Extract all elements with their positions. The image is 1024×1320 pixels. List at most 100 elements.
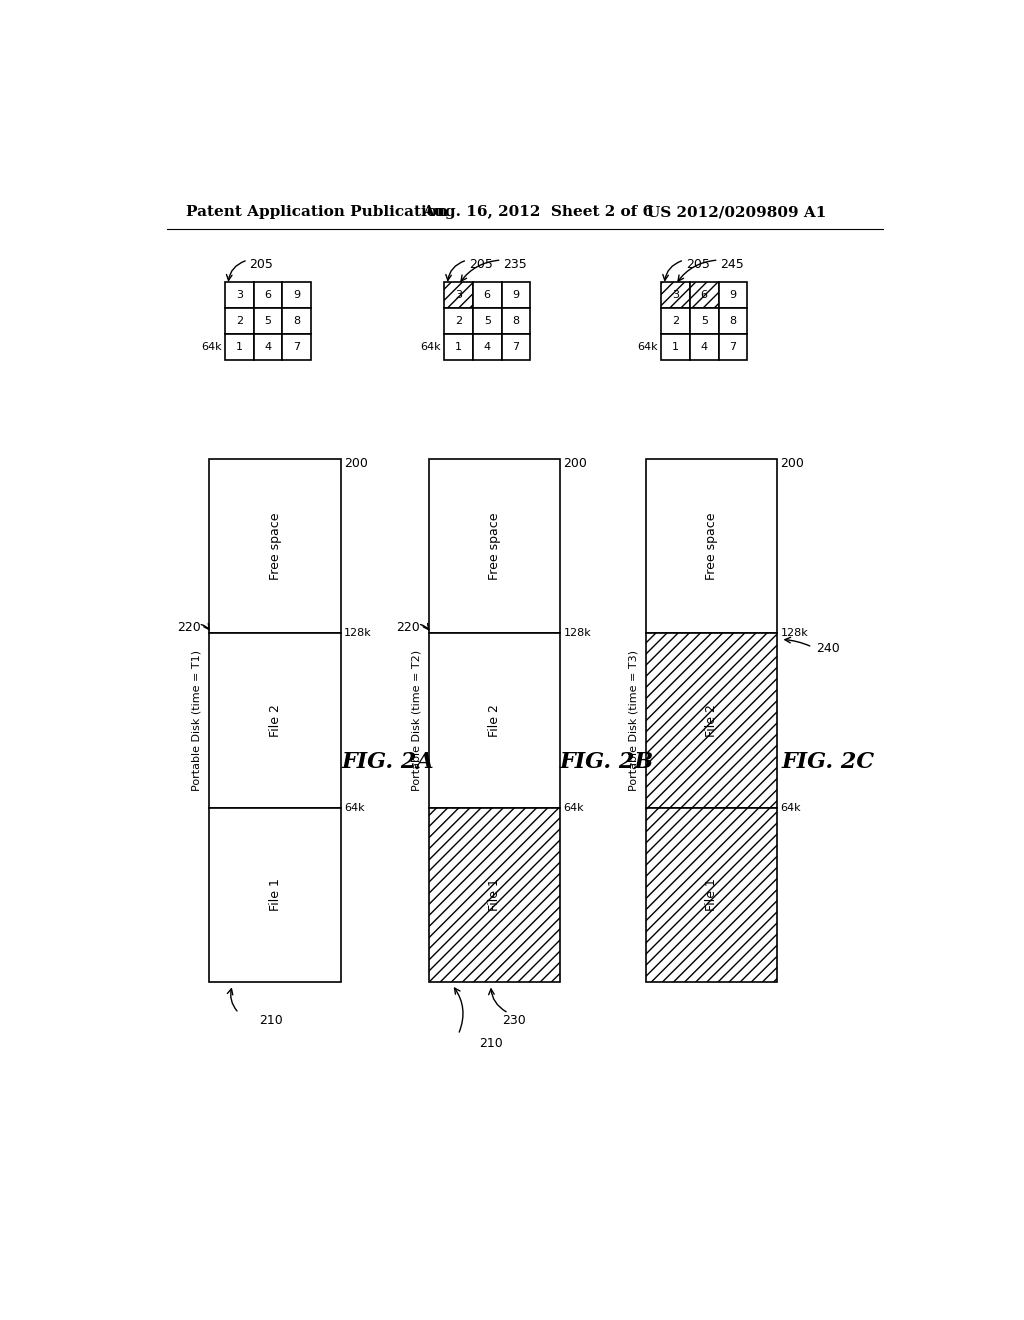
Bar	[502, 281, 530, 308]
Bar	[719, 281, 748, 308]
Bar	[254, 334, 283, 360]
Text: 2: 2	[236, 315, 243, 326]
Text: 200: 200	[563, 457, 588, 470]
Text: 200: 200	[344, 457, 368, 470]
Text: 240: 240	[816, 642, 840, 655]
Text: 3: 3	[236, 289, 243, 300]
Bar	[719, 334, 748, 360]
Bar	[646, 808, 777, 982]
Bar	[225, 281, 254, 308]
Bar	[209, 459, 341, 634]
Text: 64k: 64k	[421, 342, 441, 352]
Text: 5: 5	[700, 315, 708, 326]
Bar	[662, 308, 690, 334]
Bar	[690, 334, 719, 360]
Text: 7: 7	[512, 342, 519, 352]
Text: FIG. 2A: FIG. 2A	[341, 751, 434, 774]
Text: File 2: File 2	[488, 704, 501, 737]
Text: 7: 7	[293, 342, 300, 352]
Bar	[473, 334, 502, 360]
Text: 7: 7	[729, 342, 736, 352]
Text: Aug. 16, 2012  Sheet 2 of 6: Aug. 16, 2012 Sheet 2 of 6	[423, 206, 653, 219]
Text: 2: 2	[455, 315, 462, 326]
Text: Portable Disk (time = T1): Portable Disk (time = T1)	[191, 649, 202, 791]
Text: 1: 1	[236, 342, 243, 352]
Bar	[502, 334, 530, 360]
Text: Portable Disk (time = T3): Portable Disk (time = T3)	[629, 649, 638, 791]
Text: 220: 220	[396, 620, 420, 634]
Text: Free space: Free space	[706, 512, 718, 579]
Text: Free space: Free space	[268, 512, 282, 579]
Bar	[283, 281, 311, 308]
Text: File 1: File 1	[488, 879, 501, 912]
Bar	[225, 334, 254, 360]
Bar	[719, 308, 748, 334]
Text: 200: 200	[780, 457, 805, 470]
Bar	[690, 308, 719, 334]
Text: Patent Application Publication: Patent Application Publication	[186, 206, 449, 219]
Text: 128k: 128k	[780, 628, 808, 639]
Text: 6: 6	[700, 289, 708, 300]
Text: File 1: File 1	[268, 879, 282, 912]
Bar	[429, 459, 560, 634]
Bar	[646, 634, 777, 808]
Text: 235: 235	[503, 259, 527, 271]
Text: 3: 3	[455, 289, 462, 300]
Bar	[225, 308, 254, 334]
Text: File 1: File 1	[706, 879, 718, 912]
Bar	[254, 281, 283, 308]
Text: 4: 4	[483, 342, 490, 352]
Bar	[473, 308, 502, 334]
Bar	[209, 808, 341, 982]
Bar	[283, 334, 311, 360]
Text: 64k: 64k	[201, 342, 222, 352]
Text: File 2: File 2	[268, 704, 282, 737]
Text: 6: 6	[264, 289, 271, 300]
Bar	[662, 281, 690, 308]
Text: File 2: File 2	[706, 704, 718, 737]
Bar	[662, 334, 690, 360]
Text: 8: 8	[293, 315, 300, 326]
Bar	[502, 308, 530, 334]
Text: 64k: 64k	[563, 803, 584, 813]
Text: 128k: 128k	[563, 628, 591, 639]
Text: 4: 4	[700, 342, 708, 352]
Text: 64k: 64k	[344, 803, 365, 813]
Text: 64k: 64k	[638, 342, 658, 352]
Text: 230: 230	[502, 1014, 526, 1027]
Text: 9: 9	[512, 289, 519, 300]
Text: FIG. 2C: FIG. 2C	[781, 751, 874, 774]
Bar	[646, 459, 777, 634]
Text: 9: 9	[293, 289, 300, 300]
Text: US 2012/0209809 A1: US 2012/0209809 A1	[647, 206, 826, 219]
Bar	[473, 281, 502, 308]
Bar	[429, 634, 560, 808]
Text: Portable Disk (time = T2): Portable Disk (time = T2)	[412, 649, 421, 791]
Text: 205: 205	[250, 259, 273, 271]
Text: 64k: 64k	[780, 803, 801, 813]
Text: 220: 220	[177, 620, 201, 634]
Bar	[429, 808, 560, 982]
Bar	[209, 634, 341, 808]
Text: 8: 8	[512, 315, 519, 326]
Text: 210: 210	[259, 1014, 284, 1027]
Text: 5: 5	[264, 315, 271, 326]
Text: 205: 205	[686, 259, 710, 271]
Bar	[690, 281, 719, 308]
Text: 5: 5	[483, 315, 490, 326]
Bar	[283, 308, 311, 334]
Text: Free space: Free space	[488, 512, 501, 579]
Text: 245: 245	[720, 259, 743, 271]
Bar	[444, 281, 473, 308]
Text: 2: 2	[672, 315, 679, 326]
Text: 210: 210	[479, 1038, 503, 1051]
Text: 1: 1	[672, 342, 679, 352]
Text: 6: 6	[483, 289, 490, 300]
Text: FIG. 2B: FIG. 2B	[560, 751, 654, 774]
Bar	[444, 308, 473, 334]
Text: 9: 9	[729, 289, 736, 300]
Text: 3: 3	[672, 289, 679, 300]
Bar	[254, 308, 283, 334]
Text: 128k: 128k	[344, 628, 372, 639]
Bar	[444, 334, 473, 360]
